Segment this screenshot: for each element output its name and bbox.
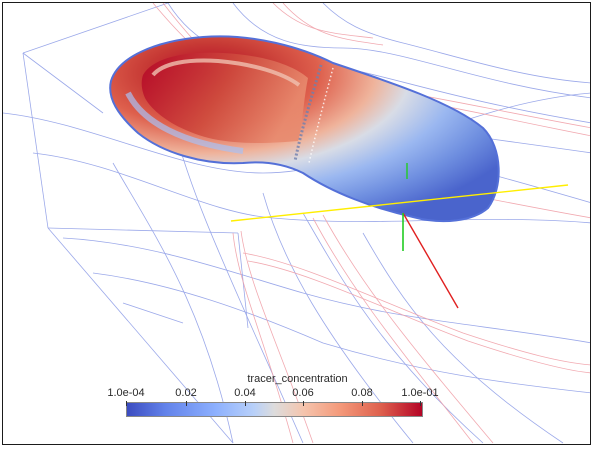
axis-red-line <box>402 212 459 309</box>
plume-core <box>141 52 308 143</box>
axis-x-line <box>230 184 569 222</box>
tracer-plume[interactable] <box>109 35 500 223</box>
plume-front-edge <box>125 91 244 154</box>
plume-inner-fold <box>151 58 301 87</box>
colorbar-gradient[interactable] <box>126 402 423 417</box>
plume-seam-2 <box>308 67 334 164</box>
mesh-wireframe <box>3 3 590 444</box>
plume-seam <box>293 64 323 162</box>
render-viewport[interactable]: tracer_concentration 1.0e-04 0.02 0.04 0… <box>2 2 591 445</box>
3d-scene[interactable] <box>3 3 591 445</box>
orientation-axes <box>230 163 569 309</box>
